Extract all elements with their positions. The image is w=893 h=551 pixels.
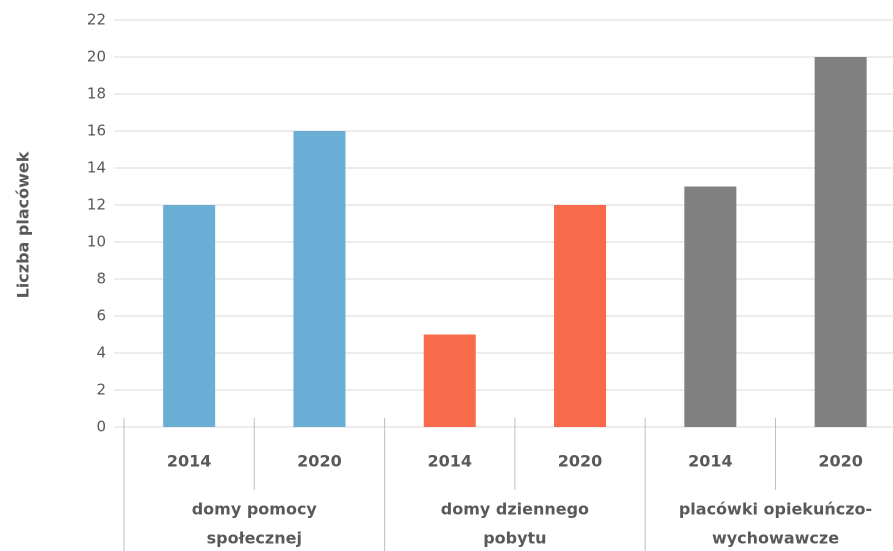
group-label: domy pomocy xyxy=(192,500,318,519)
group-label: pobytu xyxy=(483,529,546,548)
bar xyxy=(423,334,476,427)
bar xyxy=(684,186,737,427)
x-tick-label: 2014 xyxy=(167,452,212,471)
y-tick-label: 14 xyxy=(87,159,106,177)
x-tick-label: 2014 xyxy=(427,452,472,471)
x-tick-label: 2020 xyxy=(558,452,603,471)
bar xyxy=(554,205,607,427)
y-tick-label: 8 xyxy=(96,270,106,288)
bar xyxy=(814,57,867,427)
x-tick-label: 2020 xyxy=(297,452,342,471)
y-tick-label: 4 xyxy=(96,344,106,362)
bar xyxy=(293,131,346,427)
y-tick-label: 20 xyxy=(87,48,106,66)
y-tick-label: 2 xyxy=(96,381,106,399)
y-tick-label: 6 xyxy=(96,307,106,325)
y-axis-label: Liczba placówek xyxy=(14,151,33,298)
group-label: wychowawcze xyxy=(712,529,839,548)
y-tick-label: 12 xyxy=(87,196,106,214)
x-tick-label: 2014 xyxy=(688,452,733,471)
group-label: domy dziennego xyxy=(441,500,589,519)
y-tick-label: 10 xyxy=(87,233,106,251)
group-label: placówki opiekuńczo- xyxy=(679,500,872,519)
y-tick-label: 18 xyxy=(87,85,106,103)
group-label: społecznej xyxy=(207,529,302,548)
y-tick-label: 0 xyxy=(96,418,106,436)
y-tick-label: 16 xyxy=(87,122,106,140)
x-tick-label: 2020 xyxy=(818,452,863,471)
y-tick-label: 22 xyxy=(87,11,106,29)
bar xyxy=(163,205,216,427)
